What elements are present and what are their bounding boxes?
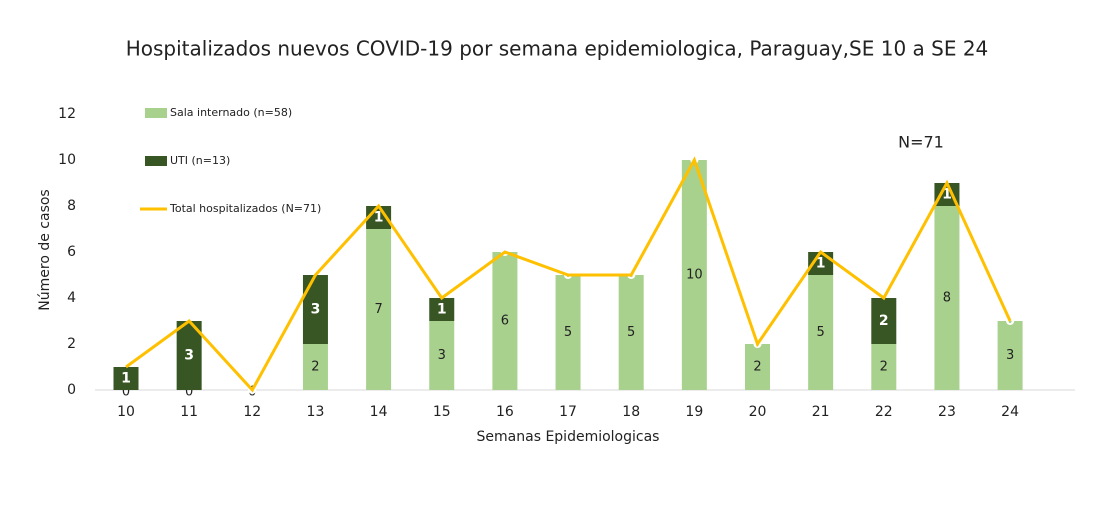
data-label: 1: [942, 187, 952, 203]
bar-segment: [113, 367, 139, 390]
x-tick-label: 23: [938, 404, 956, 420]
bar-segment: [934, 206, 960, 390]
x-tick-label: 16: [496, 404, 514, 420]
data-label: 0: [122, 385, 130, 400]
legend-label: Sala internado (n=58): [170, 106, 292, 119]
legend-label: Total hospitalizados (N=71): [169, 202, 321, 215]
data-label: 7: [374, 302, 382, 317]
bar-segment: [681, 160, 707, 390]
data-label: 5: [564, 325, 572, 340]
data-label: 10: [686, 268, 703, 283]
x-tick-label: 19: [685, 404, 703, 420]
x-tick-label: 14: [370, 404, 388, 420]
legend-swatch: [145, 108, 167, 118]
bar-segment: [176, 321, 202, 390]
data-label: 3: [1006, 348, 1014, 363]
legend-label: UTI (n=13): [170, 154, 230, 167]
y-tick-label: 8: [67, 198, 76, 214]
y-tick-label: 0: [67, 382, 76, 398]
bar-segment: [618, 275, 644, 390]
data-label: 2: [880, 360, 888, 375]
line: [125, 156, 1012, 393]
data-label: 5: [627, 325, 635, 340]
x-tick-label: 10: [117, 404, 135, 420]
x-tick-label: 20: [749, 404, 767, 420]
bar-segment: [871, 298, 897, 344]
y-axis-label: Número de casos: [37, 189, 53, 310]
bar-segment: [871, 344, 897, 390]
y-tick-label: 6: [67, 244, 76, 260]
bar-segment: [302, 344, 328, 390]
annotation: N=71: [898, 133, 944, 152]
y-tick-label: 10: [58, 152, 76, 168]
bar-segment: [302, 275, 328, 344]
data-label: 2: [753, 360, 761, 375]
x-tick-label: 22: [875, 404, 893, 420]
legend-swatch: [145, 156, 167, 166]
bar-segment: [745, 344, 770, 390]
data-label: 6: [501, 314, 509, 329]
bar-segment: [492, 252, 518, 390]
data-label: 1: [374, 210, 384, 226]
x-tick-label: 11: [180, 404, 198, 420]
bar-segment: [366, 229, 392, 390]
data-label: 2: [879, 313, 889, 329]
data-label: 3: [311, 302, 321, 318]
data-label: 3: [184, 348, 194, 364]
x-tick-label: 18: [622, 404, 640, 420]
data-label: 8: [943, 291, 951, 306]
data-label: 0: [185, 385, 193, 400]
bar-segment: [429, 321, 455, 390]
bar-segment: [808, 275, 834, 390]
y-tick-label: 2: [67, 336, 76, 352]
data-label: 1: [437, 302, 447, 318]
bar-segment: [555, 275, 581, 390]
data-label: 5: [817, 325, 825, 340]
x-tick-label: 15: [433, 404, 451, 420]
x-tick-label: 12: [243, 404, 261, 420]
x-tick-label: 17: [559, 404, 577, 420]
data-label: 0: [1005, 313, 1015, 329]
bar-segment: [429, 298, 455, 321]
data-label: 1: [816, 256, 826, 272]
data-label: 2: [311, 360, 319, 375]
bar-segment: [997, 321, 1023, 390]
x-tick-label: 13: [307, 404, 325, 420]
x-tick-label: 24: [1001, 404, 1019, 420]
y-tick-label: 12: [58, 106, 76, 122]
x-tick-label: 21: [812, 404, 830, 420]
chart-title: Hospitalizados nuevos COVID-19 por seman…: [126, 37, 989, 61]
x-axis-label: Semanas Epidemiologicas: [477, 429, 660, 445]
y-tick-label: 4: [67, 290, 76, 306]
data-label: 3: [438, 348, 446, 363]
data-label: 1: [121, 371, 131, 387]
